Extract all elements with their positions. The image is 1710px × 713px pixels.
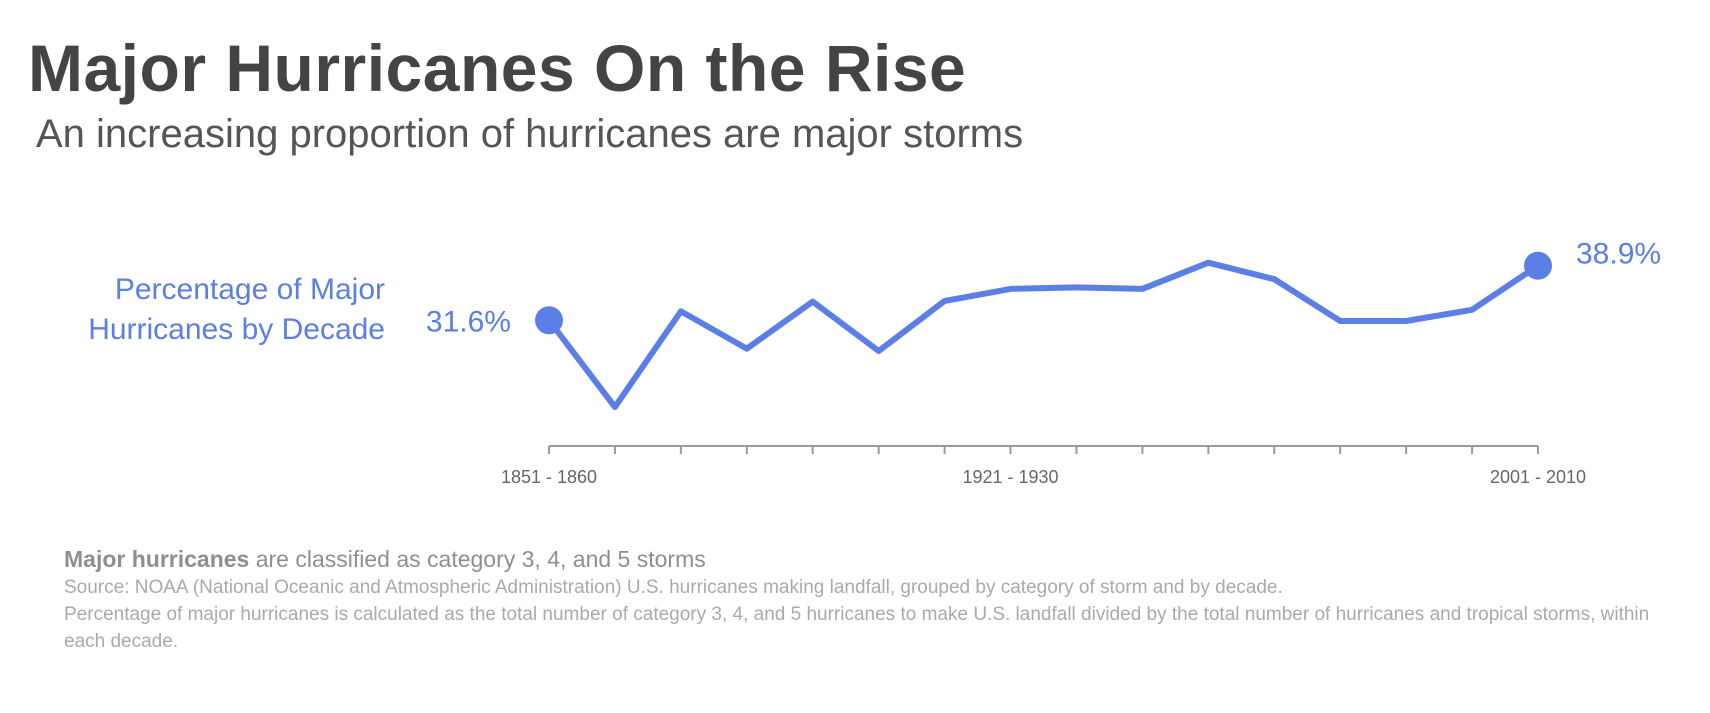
end-marker	[1524, 251, 1552, 280]
x-axis: 1851 - 1860 1921 - 1930 2001 - 2010	[501, 445, 1586, 487]
series-line	[546, 259, 1541, 410]
footnote-lead: Major hurricanes are classified as categ…	[64, 544, 1684, 574]
end-value-label: 38.9%	[1576, 238, 1661, 271]
start-value-label: 31.6%	[426, 305, 511, 338]
footnote-source: Source: NOAA (National Oceanic and Atmos…	[64, 577, 1283, 598]
x-tick-label: 1921 - 1930	[962, 467, 1058, 487]
series-label-line-1: Percentage of Major	[114, 273, 385, 306]
series-line-group	[546, 259, 1541, 410]
start-marker	[535, 306, 563, 335]
footnote-lead-bold: Major hurricanes	[64, 546, 250, 572]
series-label: Percentage of Major Hurricanes by Decade	[0, 270, 385, 350]
series-label-line-2: Hurricanes by Decade	[88, 313, 385, 346]
footnote: Major hurricanes are classified as categ…	[64, 544, 1684, 655]
chart-subtitle: An increasing proportion of hurricanes a…	[36, 112, 1024, 156]
footnote-method: Percentage of major hurricanes is calcul…	[64, 604, 1650, 652]
footnote-lead-rest: are classified as category 3, 4, and 5 s…	[249, 546, 706, 572]
label-group: 31.6% 38.9%	[426, 238, 1661, 339]
x-tick-label: 1851 - 1860	[501, 467, 597, 487]
marker-group	[535, 251, 1552, 335]
chart-title: Major Hurricanes On the Rise	[28, 31, 967, 105]
x-tick-label: 2001 - 2010	[1490, 467, 1586, 487]
